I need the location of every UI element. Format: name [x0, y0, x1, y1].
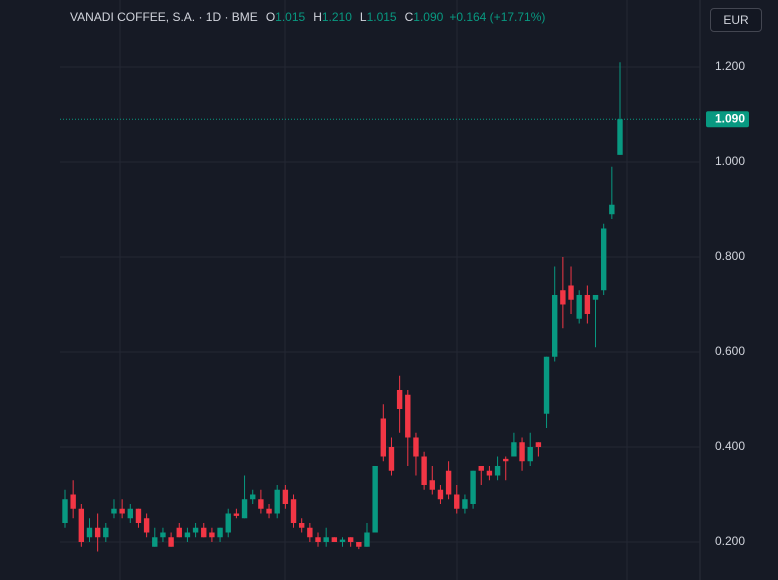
- y-tick-label: 0.800: [715, 249, 745, 263]
- candle-body: [201, 527, 207, 538]
- candle-body: [388, 446, 395, 471]
- y-tick-label: 0.400: [715, 439, 745, 453]
- candle-body: [454, 494, 460, 509]
- y-tick-label: 0.600: [715, 344, 745, 358]
- ohlc-value: 1.015: [366, 10, 397, 24]
- candle-body: [356, 541, 362, 547]
- candle-body: [372, 465, 378, 533]
- currency-button[interactable]: EUR: [710, 8, 762, 32]
- candle-body: [421, 456, 427, 485]
- y-tick-label: 0.200: [715, 534, 745, 548]
- candle-body: [70, 494, 76, 509]
- candle-body: [290, 499, 297, 523]
- candle-body: [445, 470, 452, 495]
- candle-body: [543, 356, 550, 414]
- candle-body: [233, 513, 240, 516]
- candle-body: [331, 537, 338, 542]
- candle-body: [470, 470, 476, 504]
- symbol-legend: VANADI COFFEE, S.A. · 1D · BME O1.015 H1.2…: [70, 10, 545, 24]
- candle-body: [176, 527, 182, 538]
- candle-body: [560, 290, 566, 305]
- candle-body: [152, 537, 158, 547]
- ohlc-value: 1.090: [413, 10, 444, 24]
- candle-body: [209, 532, 215, 538]
- candle-body: [519, 442, 525, 462]
- candle-body: [527, 446, 533, 462]
- candle-body: [478, 465, 484, 471]
- candle-body: [111, 508, 117, 514]
- last-price-badge: [706, 111, 749, 128]
- ohlc-value: 1.015: [275, 10, 306, 24]
- ohlc-label: L: [359, 10, 367, 24]
- candle-body: [592, 294, 599, 300]
- candle-body: [429, 480, 435, 490]
- candle-body: [584, 294, 591, 314]
- candle-body: [119, 508, 125, 514]
- candle-body: [298, 522, 305, 528]
- candle-body: [413, 437, 419, 457]
- ohlc-label: H: [313, 10, 322, 24]
- candle-body: [184, 532, 191, 538]
- price-change: +0.164 (+17.71%): [449, 10, 546, 24]
- candle-body: [462, 499, 468, 509]
- candle-body: [282, 489, 289, 504]
- candle-body: [552, 294, 558, 357]
- symbol-title: VANADI COFFEE, S.A. · 1D · BME: [70, 10, 258, 24]
- candle-body: [437, 489, 444, 500]
- last-price-label: 1.090: [715, 111, 745, 125]
- candle-body: [568, 285, 574, 300]
- candle-body: [494, 465, 501, 476]
- candle-body: [274, 489, 280, 514]
- candle-body: [364, 532, 370, 547]
- candle-body: [511, 442, 517, 457]
- candle-body: [86, 527, 93, 538]
- candle-body: [307, 527, 313, 538]
- candle-body: [78, 508, 85, 542]
- candle-body: [396, 389, 403, 409]
- ohlc-label: C: [404, 10, 414, 24]
- candle-body: [160, 532, 166, 538]
- candle-body: [503, 458, 509, 462]
- candle-body: [103, 527, 109, 538]
- candle-body: [258, 499, 264, 509]
- candle-body: [600, 228, 607, 291]
- candle-body: [62, 499, 68, 523]
- candle-body: [323, 537, 329, 542]
- candle-body: [266, 508, 272, 514]
- candle-body: [250, 494, 256, 500]
- candle-body: [143, 518, 150, 533]
- y-tick-label: 1.200: [715, 59, 745, 73]
- candle-body: [609, 204, 615, 215]
- candle-body: [576, 294, 582, 319]
- candle-body: [486, 470, 493, 476]
- candle-body: [339, 539, 346, 542]
- candle-body: [315, 537, 321, 542]
- candle-body: [127, 508, 133, 519]
- candle-body: [192, 527, 199, 533]
- candle-body: [347, 537, 354, 542]
- candle-body: [241, 499, 248, 519]
- ohlc-label: O: [265, 10, 276, 24]
- ohlc-value: 1.210: [321, 10, 352, 24]
- candle-body: [405, 394, 411, 438]
- candle-body: [535, 442, 542, 447]
- candle-body: [380, 418, 387, 457]
- candle-body: [225, 513, 231, 533]
- y-tick-label: 1.000: [715, 154, 745, 168]
- candle-body: [617, 119, 623, 155]
- candle-body: [168, 537, 174, 547]
- candle-body: [217, 527, 223, 538]
- candle-body: [135, 508, 142, 523]
- candle-body: [94, 527, 101, 538]
